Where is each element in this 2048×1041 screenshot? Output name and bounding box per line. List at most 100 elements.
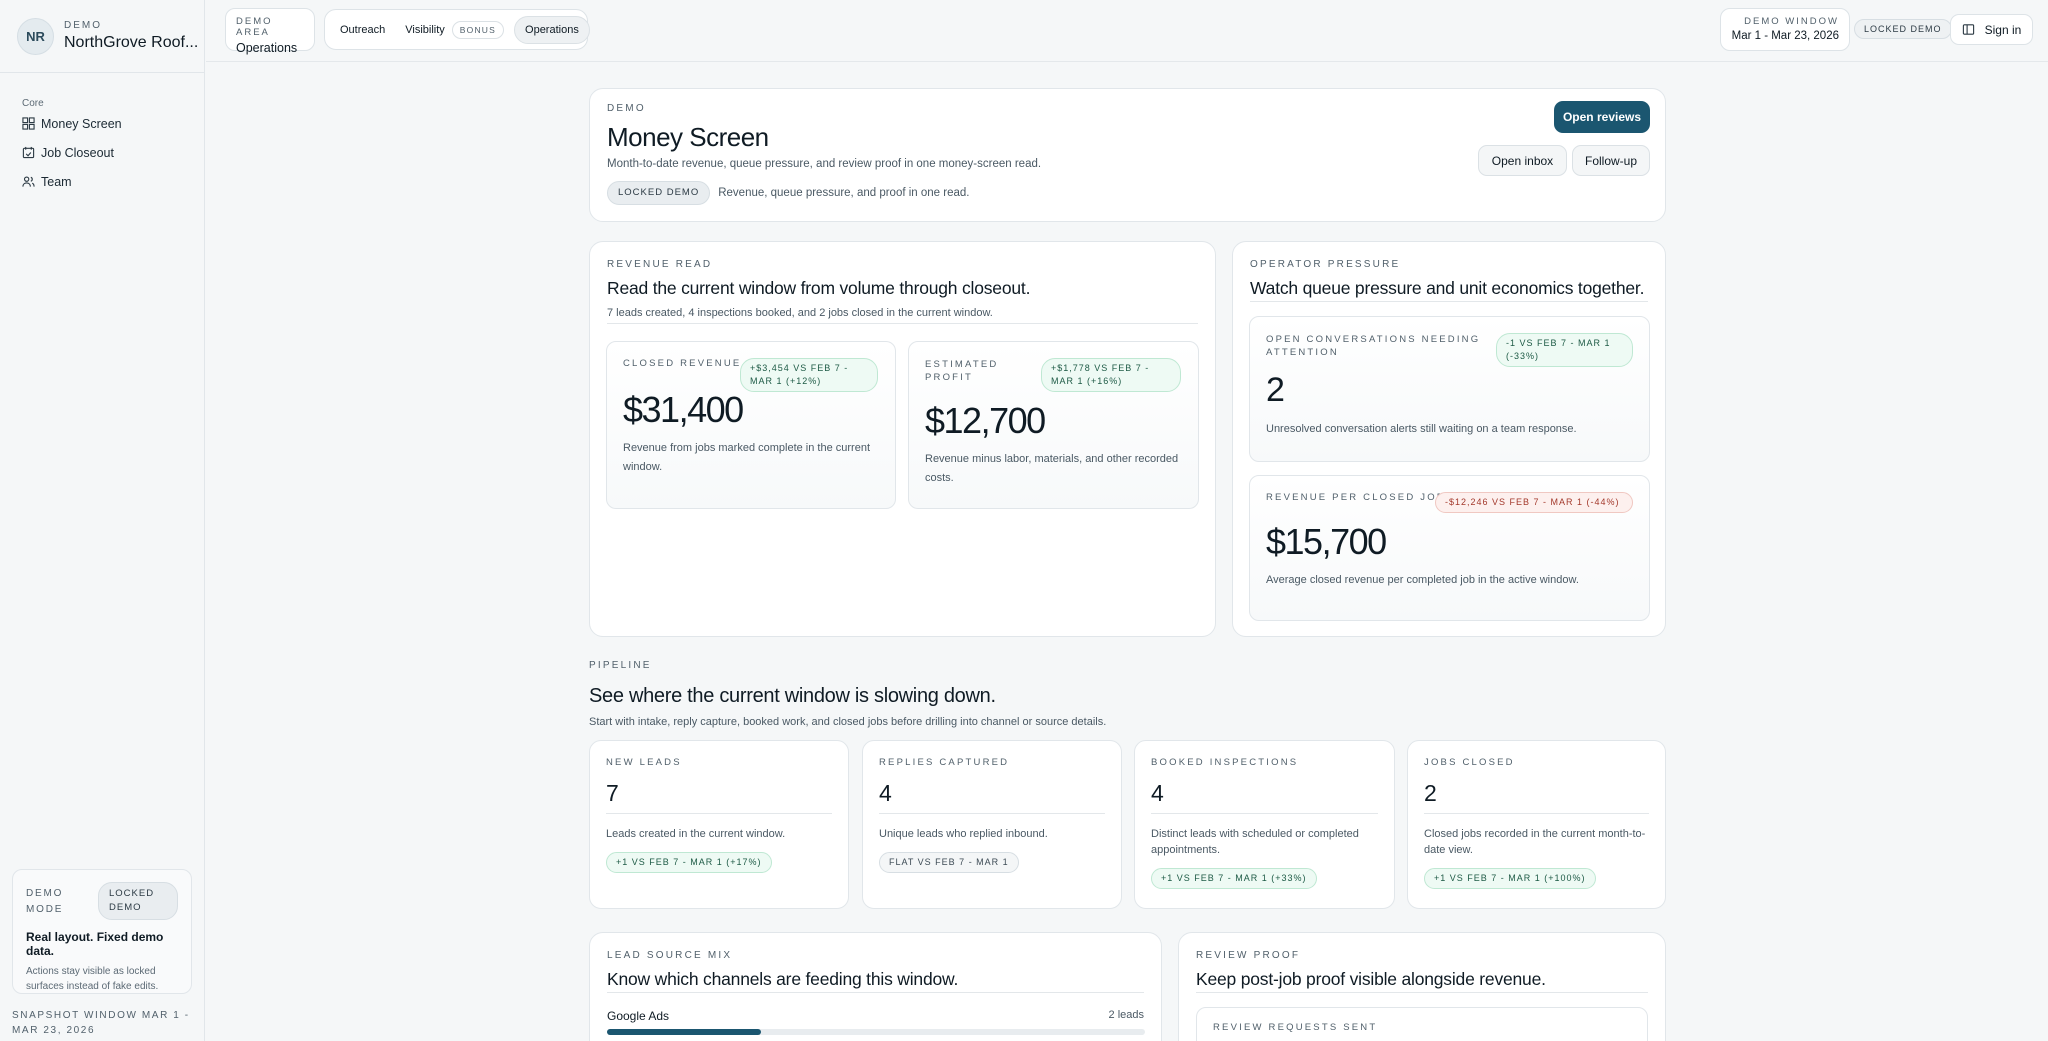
revenue-eyebrow: REVENUE READ <box>607 259 713 270</box>
hero-subtitle: Month-to-date revenue, queue pressure, a… <box>607 158 1042 170</box>
demo-mode-card: DEMO MODE LOCKED DEMO Real layout. Fixed… <box>12 869 192 994</box>
pipeline-desc: Closed jobs recorded in the current mont… <box>1424 828 1646 856</box>
metric-desc: Unresolved conversation alerts still wai… <box>1266 423 1577 435</box>
revenue-title: Read the current window from volume thro… <box>607 278 1031 298</box>
sidebar-toggle-icon <box>1962 24 1974 35</box>
sidebar-item-job-closeout[interactable]: Job Closeout <box>0 138 204 167</box>
closed-revenue-value: $31,400 <box>623 389 744 430</box>
pipeline-value: 4 <box>879 780 1105 814</box>
company-name: NorthGrove Roof... <box>64 34 199 51</box>
metric-label: ESTIMATED PROFIT <box>925 359 999 383</box>
pipeline-label: JOBS CLOSED <box>1424 757 1515 768</box>
open-inbox-button[interactable]: Open inbox <box>1478 145 1567 176</box>
demo-area-selector[interactable]: DEMO AREA Operations <box>225 8 315 55</box>
tab-outreach[interactable]: Outreach <box>330 17 395 43</box>
delta-badge: +1 VS FEB 7 - MAR 1 (+33%) <box>1151 868 1317 889</box>
operator-pressure-card: OPERATOR PRESSURE Watch queue pressure a… <box>1232 241 1666 637</box>
pipeline-value: 7 <box>606 780 832 814</box>
locked-demo-badge: LOCKED DEMO <box>1854 19 1952 39</box>
snapshot-window: SNAPSHOT WINDOW MAR 1 - MAR 23, 2026 <box>12 1010 190 1036</box>
demo-mode-subtitle: Actions stay visible as locked surfaces … <box>26 966 159 992</box>
pipeline-eyebrow: PIPELINE <box>589 660 652 671</box>
open-conversations-value: 2 <box>1266 371 1285 409</box>
pipeline-desc: Leads created in the current window. <box>606 828 786 840</box>
sidebar: NR DEMO NorthGrove Roof... Core Money Sc… <box>0 0 205 1041</box>
area-tabs: Outreach Visibility BONUS Operations <box>324 9 590 50</box>
sidebar-section-label: Core <box>22 98 44 109</box>
sidebar-item-label: Job Closeout <box>41 145 114 160</box>
area-eyebrow: DEMO AREA <box>236 16 273 38</box>
topbar: DEMO AREA Operations Outreach Visibility… <box>206 0 2048 62</box>
revenue-per-job-card: REVENUE PER CLOSED JOB -$12,246 VS FEB 7… <box>1249 475 1650 621</box>
pipeline-value: 4 <box>1151 780 1378 814</box>
sidebar-item-team[interactable]: Team <box>0 167 204 196</box>
review-proof-title: Keep post-job proof visible alongside re… <box>1196 969 1648 993</box>
closed-revenue-card: CLOSED REVENUE +$3,454 VS FEB 7 - MAR 1 … <box>606 341 896 509</box>
pipeline-label: NEW LEADS <box>606 757 682 768</box>
pipeline-card-replies: REPLIES CAPTURED 4 Unique leads who repl… <box>862 740 1122 909</box>
brand-header[interactable]: NR DEMO NorthGrove Roof... <box>0 0 204 73</box>
metric-label: OPEN CONVERSATIONS NEEDING ATTENTION <box>1266 334 1481 358</box>
sign-in-label: Sign in <box>1984 22 2022 37</box>
demo-window-selector[interactable]: DEMO WINDOW Mar 1 - Mar 23, 2026 <box>1720 8 1850 51</box>
window-range: Mar 1 - Mar 23, 2026 <box>1731 30 1839 42</box>
lead-source-mix-card: LEAD SOURCE MIX Know which channels are … <box>589 932 1162 1041</box>
pipeline-card-booked: BOOKED INSPECTIONS 4 Distinct leads with… <box>1134 740 1395 909</box>
open-conversations-card: OPEN CONVERSATIONS NEEDING ATTENTION -1 … <box>1249 316 1650 462</box>
bonus-badge: BONUS <box>451 20 505 39</box>
review-requests-card: REVIEW REQUESTS SENT <box>1196 1007 1648 1041</box>
delta-badge: FLAT VS FEB 7 - MAR 1 <box>879 852 1019 873</box>
delta-badge: +$3,454 VS FEB 7 - MAR 1 (+12%) <box>740 358 878 392</box>
lead-source-name: Google Ads <box>607 1009 670 1023</box>
grid-icon <box>22 117 35 130</box>
pipeline-desc: Unique leads who replied inbound. <box>879 828 1048 840</box>
estimated-profit-value: $12,700 <box>925 400 1046 441</box>
lead-mix-eyebrow: LEAD SOURCE MIX <box>607 950 733 961</box>
operator-eyebrow: OPERATOR PRESSURE <box>1250 259 1401 270</box>
metric-label: CLOSED REVENUE <box>623 358 742 369</box>
tab-operations[interactable]: Operations <box>514 15 590 44</box>
hero-eyebrow: DEMO <box>607 103 646 114</box>
pipeline-card-jobs-closed: JOBS CLOSED 2 Closed jobs recorded in th… <box>1407 740 1666 909</box>
tab-visibility[interactable]: Visibility BONUS <box>395 14 514 46</box>
delta-badge: -1 VS FEB 7 - MAR 1 (-33%) <box>1496 333 1633 367</box>
window-eyebrow: DEMO WINDOW <box>1744 16 1839 27</box>
follow-up-button[interactable]: Follow-up <box>1572 145 1650 176</box>
demo-mode-label: DEMO MODE <box>26 888 64 915</box>
demo-mode-title: Real layout. Fixed demo data. <box>26 930 164 958</box>
sign-in-button[interactable]: Sign in <box>1950 14 2033 45</box>
delta-badge: +1 VS FEB 7 - MAR 1 (+100%) <box>1424 868 1596 889</box>
tab-label: Outreach <box>340 23 386 36</box>
pipeline-subtitle: Start with intake, reply capture, booked… <box>589 716 1107 728</box>
open-reviews-button[interactable]: Open reviews <box>1554 101 1650 133</box>
metric-desc: Revenue minus labor, materials, and othe… <box>925 453 1179 484</box>
page-title: Money Screen <box>607 122 769 152</box>
locked-demo-badge: LOCKED DEMO <box>98 882 178 920</box>
pipeline-card-new-leads: NEW LEADS 7 Leads created in the current… <box>589 740 849 909</box>
lead-source-count: 2 leads <box>1108 1009 1144 1021</box>
delta-badge: -$12,246 VS FEB 7 - MAR 1 (-44%) <box>1435 492 1633 513</box>
hero-card: DEMO Money Screen Month-to-date revenue,… <box>589 88 1666 222</box>
estimated-profit-card: ESTIMATED PROFIT +$1,778 VS FEB 7 - MAR … <box>908 341 1199 509</box>
pipeline-label: BOOKED INSPECTIONS <box>1151 757 1299 768</box>
lead-source-bar-fill <box>607 1029 761 1035</box>
calendar-check-icon <box>22 146 35 159</box>
review-proof-card: REVIEW PROOF Keep post-job proof visible… <box>1178 932 1666 1041</box>
sidebar-item-label: Money Screen <box>41 116 122 131</box>
pipeline-value: 2 <box>1424 780 1649 814</box>
metric-label: REVENUE PER CLOSED JOB <box>1266 492 1446 503</box>
brand-eyebrow: DEMO <box>64 20 102 31</box>
review-requests-label: REVIEW REQUESTS SENT <box>1213 1022 1378 1033</box>
delta-badge: +$1,778 VS FEB 7 - MAR 1 (+16%) <box>1041 358 1181 392</box>
pipeline-label: REPLIES CAPTURED <box>879 757 1010 768</box>
lead-mix-title: Know which channels are feeding this win… <box>607 969 1144 993</box>
revenue-per-job-value: $15,700 <box>1266 521 1387 562</box>
sidebar-item-money-screen[interactable]: Money Screen <box>0 109 204 138</box>
revenue-subtitle: 7 leads created, 4 inspections booked, a… <box>607 307 1198 324</box>
badge-note: Revenue, queue pressure, and proof in on… <box>718 187 970 199</box>
locked-demo-badge: LOCKED DEMO <box>607 181 711 205</box>
pipeline-section: PIPELINE See where the current window is… <box>589 660 1666 728</box>
delta-badge: +1 VS FEB 7 - MAR 1 (+17%) <box>606 852 772 873</box>
avatar: NR <box>17 17 54 55</box>
users-icon <box>22 176 35 187</box>
